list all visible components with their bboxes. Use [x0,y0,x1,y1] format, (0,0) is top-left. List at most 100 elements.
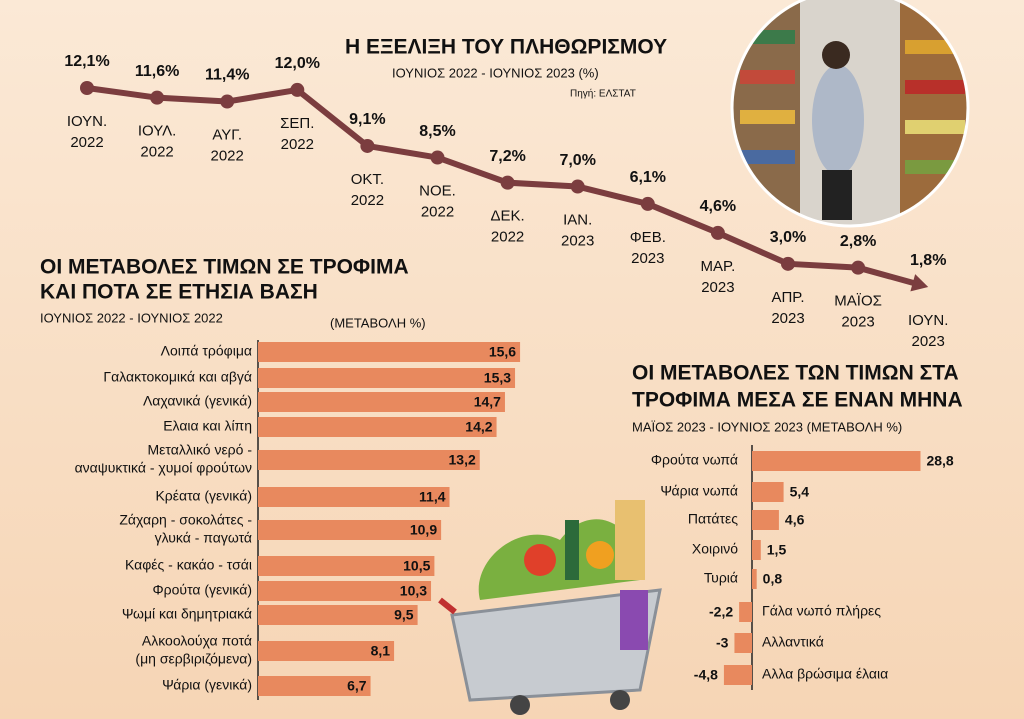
value-label: 14,7 [474,394,501,410]
point [290,82,305,97]
arrow-head [910,274,929,292]
x-tick-label: ΑΥΓ. [212,126,242,143]
y-tick-label: Αλλα βρώσιμα έλαια [762,666,888,682]
value-label: 7,2% [489,148,525,165]
y-tick-label: Καφές - κακάο - τσάι [125,557,252,573]
y-tick-label: Τυριά [704,570,738,586]
point [500,175,515,190]
photo-frame [730,0,970,228]
y-tick-label: Ψωμί και δημητριακά [122,606,252,622]
x-tick-label: ΣΕΠ. [280,115,314,132]
value-label: 4,6 [785,512,805,528]
value-label: 11,6% [135,63,179,80]
value-label: 8,5% [419,123,455,140]
y-tick-label: Μεταλλικό νερό - [148,442,253,458]
source: Πηγή: ΕΛΣΤΑΤ [570,88,636,100]
value-label: 4,6% [700,198,736,215]
x-tick-label: ΔΕΚ. [490,208,524,225]
value-label: 8,1 [371,643,391,659]
x-tick-label: 2023 [841,314,874,331]
value-label: 13,2 [449,452,476,468]
bar-title: ΟΙ ΜΕΤΑΒΟΛΕΣ ΤΩΝ ΤΙΜΩΝ ΣΤΑ [632,362,959,385]
bar [258,417,497,437]
value-label: 1,5 [767,542,787,558]
x-tick-label: ΝΟΕ. [419,183,456,200]
bar [258,342,521,362]
x-tick-label: 2022 [421,204,454,221]
bar [258,392,505,412]
x-tick-label: ΜΑΪΟΣ [834,293,882,310]
value-label: 6,7 [347,678,367,694]
x-tick-label: ΟΚΤ. [351,171,384,188]
x-tick-label: 2022 [491,229,524,246]
y-tick-label: Λαχανικά (γενικά) [143,393,252,409]
bar [258,581,432,601]
x-tick-label: ΙΟΥΛ. [138,123,176,140]
y-tick-label: (μη σερβιριζόμενα) [135,651,252,667]
x-tick-label: ΜΑΡ. [701,258,736,275]
x-tick-label: ΙΟΥΝ. [67,113,107,130]
point [220,94,235,109]
value-label: -3 [716,635,729,651]
x-tick-label: ΙΟΥΝ. [908,312,948,329]
bar [258,368,516,388]
x-tick-label: 2022 [281,136,314,153]
line-title: Η ΕΞΕΛΙΞΗ ΤΟΥ ΠΛΗΘΩΡΙΣΜΟΥ [345,36,667,59]
point [851,260,866,275]
bar [752,540,761,560]
value-label: 1,8% [910,252,946,269]
value-label: 11,4% [205,67,249,84]
x-tick-label: ΙΑΝ. [563,212,592,229]
value-label: -2,2 [709,604,733,620]
y-tick-label: Πατάτες [688,511,738,527]
y-tick-label: Ψάρια νωπά [660,483,738,499]
line-subtitle: ΙΟΥΝΙΟΣ 2022 - ΙΟΥΝΙΟΣ 2023 (%) [392,65,599,80]
y-tick-label: αναψυκτικά - χυμοί φρούτων [75,460,252,476]
value-label: 10,9 [410,522,437,538]
y-tick-label: Ελαια και λίπη [163,418,252,434]
y-tick-label: Λοιπά τρόφιμα [161,343,252,359]
bar [258,556,435,576]
y-tick-label: Χοιρινό [692,541,738,557]
y-tick-label: Γαλακτοκομικά και αβγά [103,369,252,385]
value-label: 10,3 [400,583,427,599]
y-tick-label: Φρούτα νωπά [651,452,738,468]
point [640,196,655,211]
y-tick-label: γλυκά - παγωτά [155,530,252,546]
value-label: 15,3 [484,370,511,386]
bar-title: ΤΡΟΦΙΜΑ ΜΕΣΑ ΣΕ ΕΝΑΝ ΜΗΝΑ [632,389,963,412]
x-tick-label: 2022 [70,134,103,151]
y-tick-label: Ψάρια (γενικά) [162,677,252,693]
value-label: 10,5 [403,558,430,574]
x-tick-label: 2023 [771,310,804,327]
value-label: 14,2 [465,419,492,435]
point [430,150,445,165]
value-label: -4,8 [694,667,718,683]
unit-label: (ΜΕΤΑΒΟΛΗ %) [330,315,426,330]
value-label: 28,8 [926,453,953,469]
cart-illustration [438,500,662,715]
x-tick-label: 2022 [211,147,244,164]
x-tick-label: ΦΕΒ. [630,229,666,246]
bar [258,520,442,540]
bar-subtitle: ΙΟΥΝΙΟΣ 2022 - ΙΟΥΝΙΟΣ 2022 [40,310,223,325]
x-tick-label: 2023 [912,333,945,350]
y-tick-label: Αλκοολούχα ποτά [142,633,252,649]
value-label: 12,1% [64,53,109,70]
x-tick-label: 2023 [631,250,664,267]
value-label: 9,1% [349,111,385,128]
value-label: 9,5 [394,607,414,623]
bar [723,665,752,685]
bar [739,602,752,622]
value-label: 6,1% [630,169,666,186]
bar [258,676,371,696]
y-tick-label: Κρέατα (γενικά) [155,488,252,504]
value-label: 11,4 [419,489,446,505]
y-tick-label: Φρούτα (γενικά) [153,582,253,598]
point [360,138,375,153]
bar-title: ΚΑΙ ΠΟΤΑ ΣΕ ΕΤΗΣΙΑ ΒΑΣΗ [40,281,318,304]
bar [258,605,418,625]
value-label: 3,0% [770,229,806,246]
value-label: 5,4 [790,484,810,500]
y-tick-label: Γάλα νωπό πλήρες [762,603,881,619]
